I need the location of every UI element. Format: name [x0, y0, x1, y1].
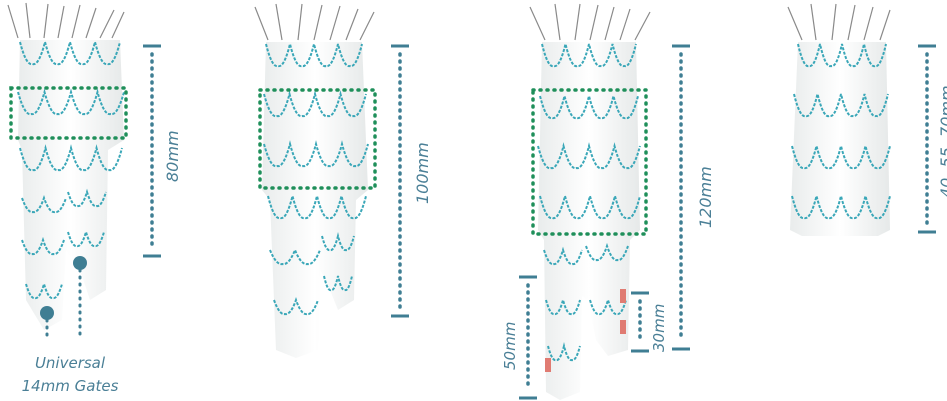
stent-ring: [25, 280, 63, 300]
stent-ring: [21, 195, 67, 214]
stent-ring: [67, 188, 107, 208]
graft-4-body: [790, 42, 890, 236]
stent-ring: [321, 232, 355, 252]
graft-1-body: [18, 40, 124, 330]
graft-3-leg-long-dimension: [519, 275, 537, 400]
stent-ring: [793, 93, 889, 118]
graft-1-dimension: [143, 44, 161, 258]
stent-ring: [323, 275, 353, 292]
stent-ring: [547, 342, 581, 362]
marker-band: [620, 289, 626, 303]
stent-ring: [21, 236, 65, 256]
stent-ring: [791, 145, 891, 170]
graft-3: 120mm 50mm 30mm: [501, 3, 715, 400]
marker-band: [545, 358, 551, 372]
graft-3-dimension: [672, 44, 690, 351]
graft-2-crown-icon: [254, 3, 375, 41]
graft-2-length-label: 100mm: [413, 142, 432, 204]
graft-2: 100mm: [254, 3, 432, 358]
stent-ring: [585, 242, 629, 262]
stent-ring: [273, 297, 319, 316]
gate-marker-upper: [73, 256, 87, 342]
graft-3-crown-icon: [529, 3, 651, 41]
stent-ring: [537, 142, 641, 170]
stent-ring: [589, 296, 627, 316]
stent-ring: [797, 43, 887, 68]
stent-ring: [545, 296, 581, 316]
graft-1-length-label: 80mm: [163, 130, 182, 182]
graft-3-highlight-box: [531, 88, 648, 236]
gates-label-line-1: Universal: [35, 354, 106, 372]
graft-3-leg-short-dimension: [631, 291, 649, 353]
stent-ring: [267, 195, 367, 220]
graft-2-stent-rings: [263, 43, 369, 316]
graft-4-dimension: [918, 44, 936, 234]
stent-ring: [263, 140, 369, 168]
stent-ring: [19, 144, 123, 172]
graft-2-body: [262, 42, 368, 358]
stent-ring: [791, 195, 891, 220]
graft-1-stent-rings: [17, 38, 125, 300]
graft-4-crown-icon: [787, 3, 891, 41]
graft-2-dimension: [391, 44, 409, 318]
stent-ring: [543, 246, 583, 266]
graft-2-highlight-box: [258, 88, 377, 190]
graft-1-highlight-box: [9, 86, 128, 140]
graft-3-body: [538, 42, 640, 400]
graft-4-length-label: 40, 55, 70mm: [937, 85, 947, 198]
stent-ring: [269, 247, 321, 266]
graft-4-stent-rings: [791, 43, 891, 220]
gate-marker-lower: [40, 306, 54, 342]
stent-ring: [265, 43, 363, 68]
stent-ring: [541, 43, 637, 68]
stent-ring: [539, 95, 639, 120]
stent-ring: [263, 90, 367, 118]
graft-3-stent-rings: [537, 43, 641, 362]
graft-3-leg-long-label: 50mm: [501, 322, 519, 370]
gates-label-line-2: 14mm Gates: [22, 377, 119, 395]
graft-1: 80mm Universal 14mm Gates: [7, 2, 182, 395]
graft-3-length-label: 120mm: [696, 166, 715, 228]
stent-ring: [67, 228, 105, 248]
graft-1-crown-icon: [7, 2, 125, 39]
marker-band: [620, 320, 626, 334]
graft-4: 40, 55, 70mm: [787, 3, 947, 236]
stent-ring: [17, 88, 125, 116]
graft-3-leg-short-label: 30mm: [650, 304, 668, 352]
